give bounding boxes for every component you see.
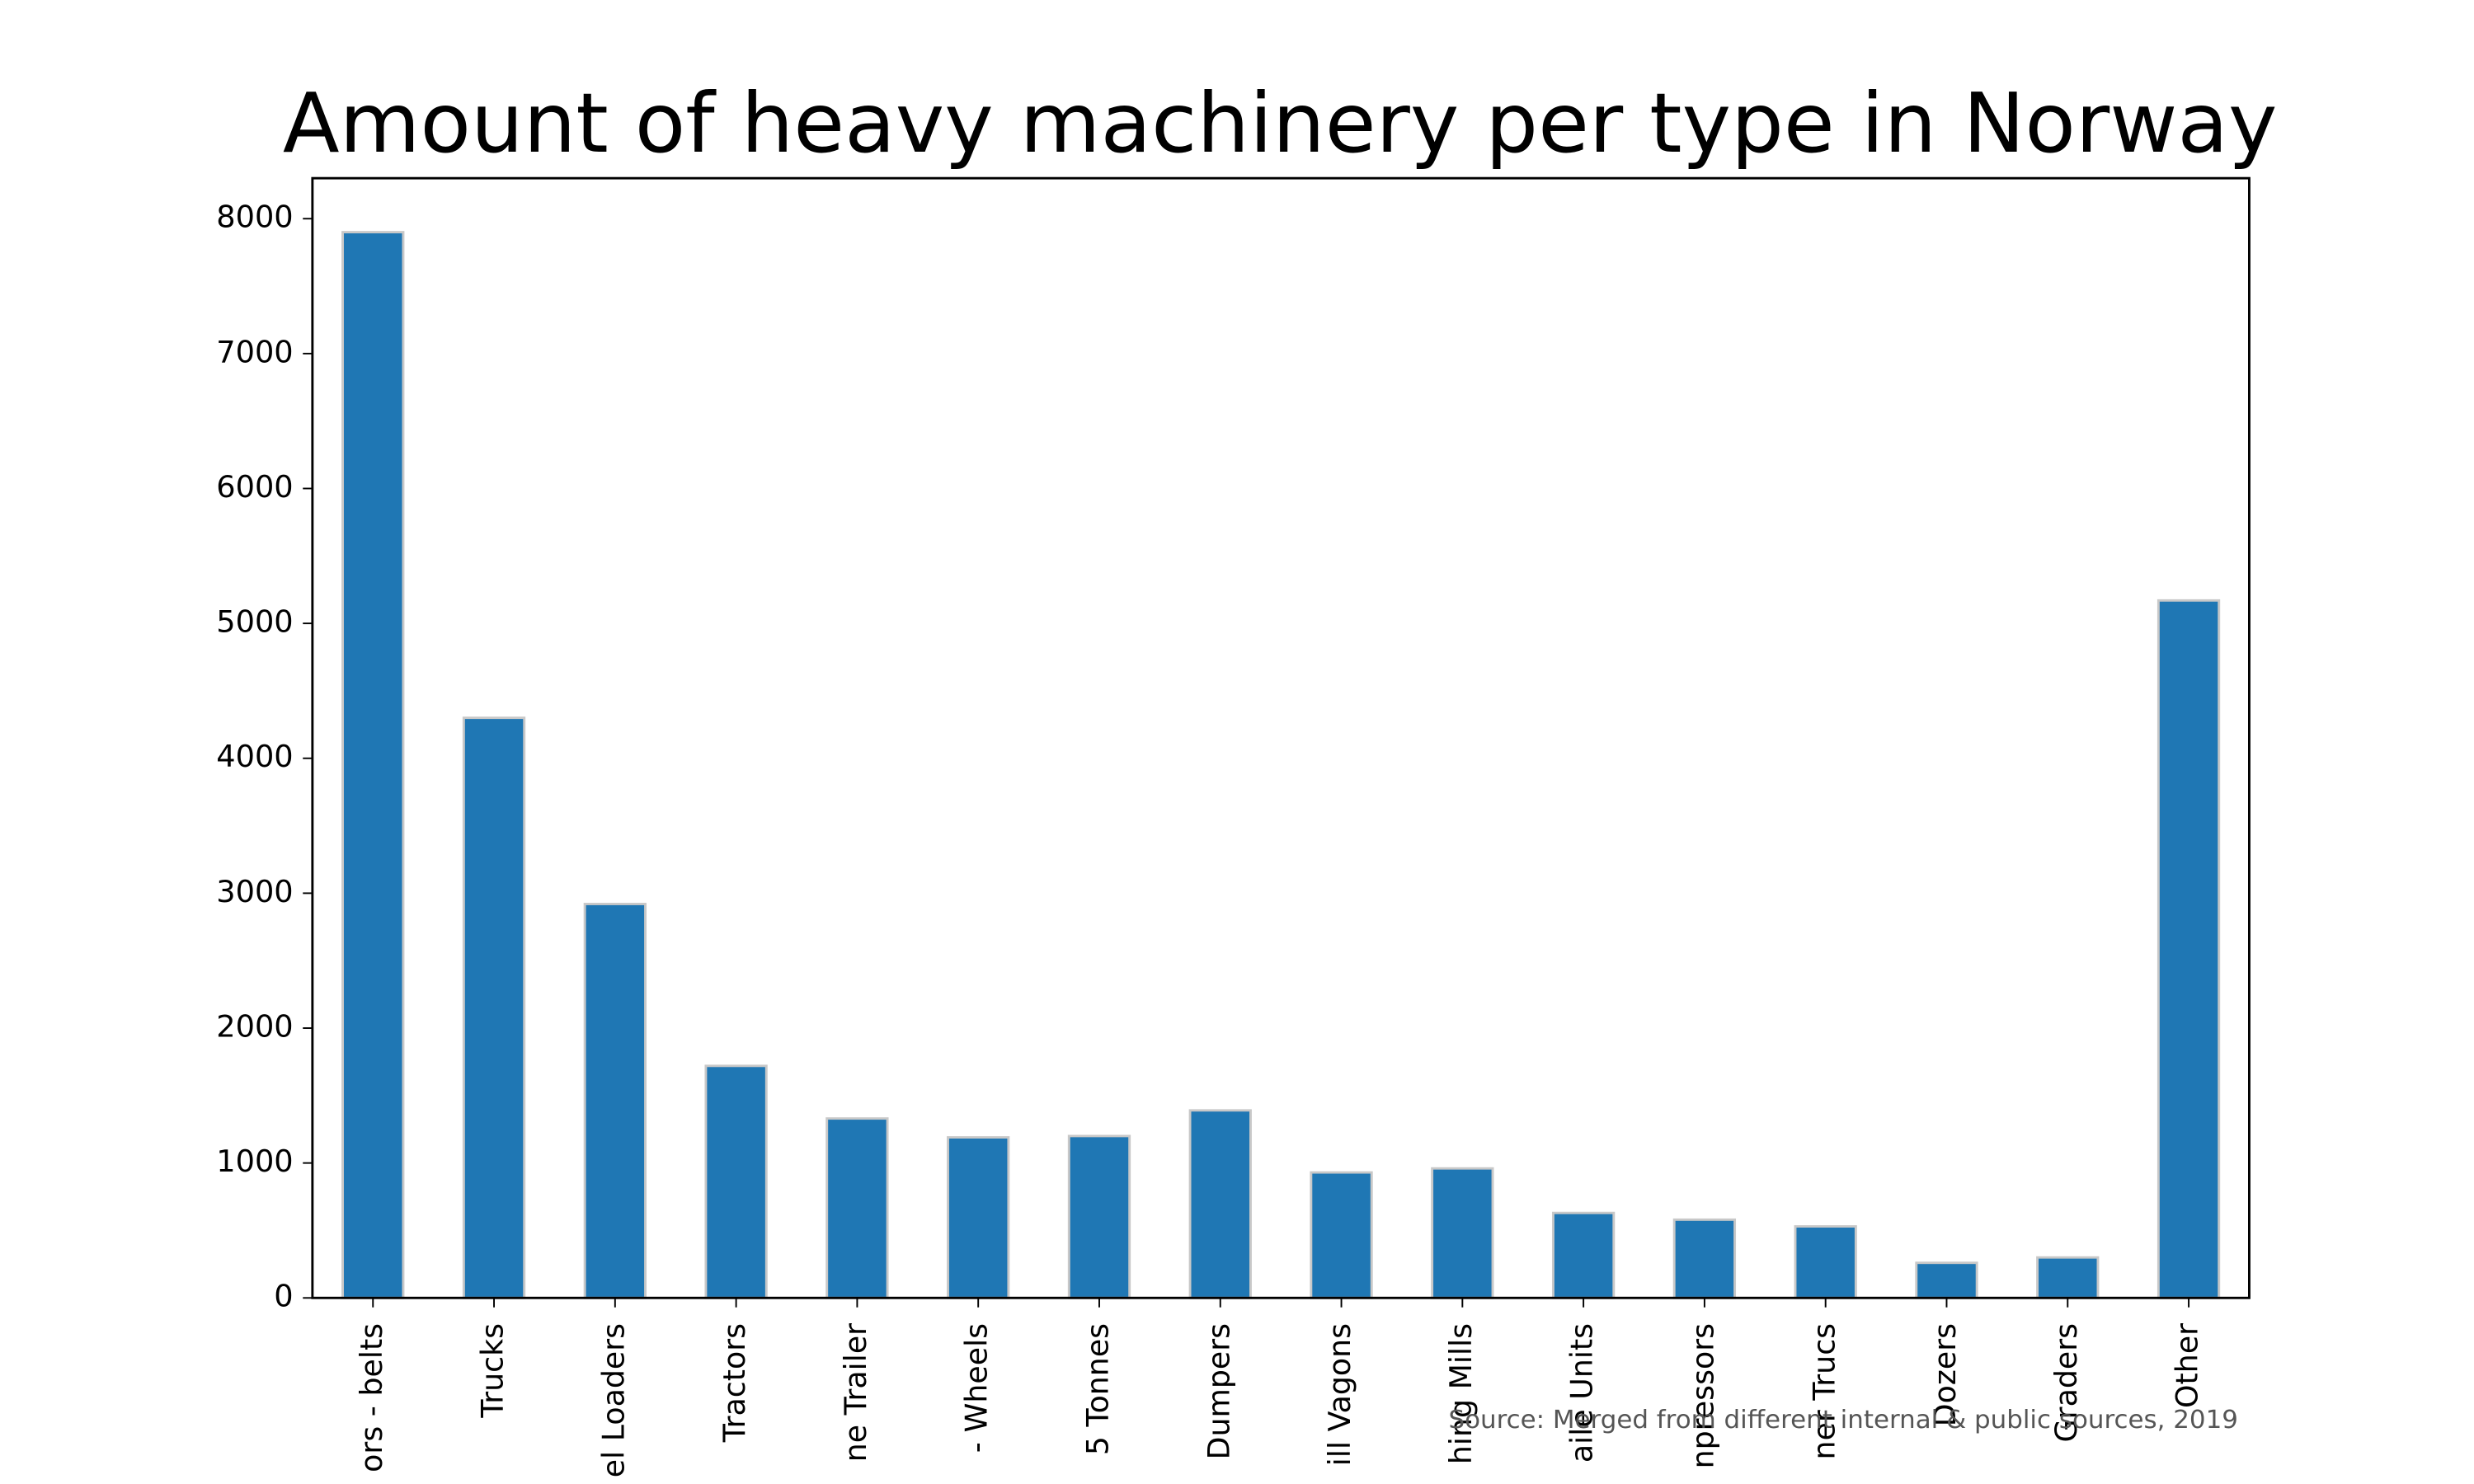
x-tick-label: 5 Tonnes <box>1079 1323 1115 1455</box>
bar <box>2157 599 2221 1299</box>
plot-frame <box>311 176 2251 1299</box>
chart-title: Amount of heavy machinery per type in No… <box>283 76 2278 171</box>
y-tick-label: 1000 <box>216 1144 293 1179</box>
x-tick-label: - Wheels <box>959 1323 995 1453</box>
bar <box>1431 1167 1494 1299</box>
y-tick-label: 8000 <box>216 200 293 235</box>
y-tick-label: 0 <box>274 1279 293 1314</box>
x-tick-label: hing Mills <box>1443 1323 1479 1464</box>
x-tick-label: ner Trucs <box>1806 1323 1841 1460</box>
bar <box>1188 1109 1252 1299</box>
x-tick-label: ors - belts <box>354 1323 389 1472</box>
bar <box>1310 1171 1373 1299</box>
y-tick-label: 5000 <box>216 604 293 640</box>
x-tick-label: Graders <box>2048 1323 2084 1443</box>
bar <box>704 1064 768 1299</box>
x-tick-label: el Loaders <box>595 1323 631 1477</box>
bar <box>1672 1218 1737 1299</box>
y-tick-label: 6000 <box>216 469 293 505</box>
x-tick-label: Other <box>2169 1322 2204 1408</box>
bar <box>825 1117 889 1299</box>
bar <box>341 231 405 1299</box>
bar <box>1067 1134 1131 1299</box>
x-tick-label: ne Trailer <box>838 1322 873 1462</box>
y-tick-label: 2000 <box>216 1009 293 1045</box>
bar <box>583 903 647 1299</box>
bar <box>2036 1256 2100 1299</box>
y-tick-label: 7000 <box>216 334 293 369</box>
x-tick-label: aile Units <box>1564 1323 1600 1463</box>
bar <box>947 1136 1010 1299</box>
y-tick-label: 4000 <box>216 739 293 774</box>
x-tick-label: Dozers <box>1927 1323 1963 1426</box>
x-tick-label: npressors <box>1685 1323 1720 1469</box>
bar <box>1915 1261 1978 1299</box>
bar <box>1551 1211 1616 1299</box>
x-tick-label: Trucks <box>474 1323 510 1419</box>
x-tick-label: ill Vagons <box>1322 1323 1357 1466</box>
x-tick-label: Tractors <box>717 1323 752 1443</box>
bar <box>1794 1225 1857 1299</box>
y-tick-label: 3000 <box>216 874 293 909</box>
bar <box>462 716 526 1299</box>
x-tick-label: Dumpers <box>1201 1323 1236 1460</box>
source-note: Source: Merged from different internal &… <box>1448 1405 2237 1435</box>
